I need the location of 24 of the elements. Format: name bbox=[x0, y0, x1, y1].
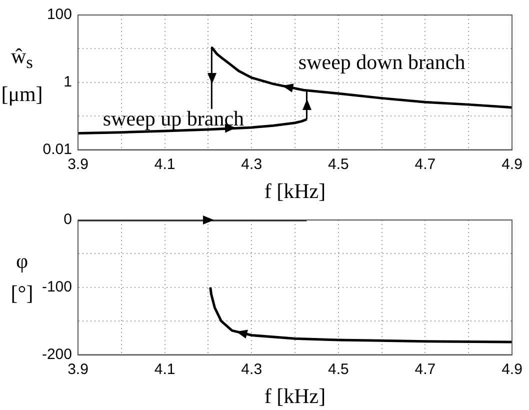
x-tick-label: 4.9 bbox=[502, 360, 522, 378]
x-tick-label: 4.7 bbox=[414, 156, 436, 173]
y-tick-label: 1 bbox=[64, 74, 72, 91]
x-tick-label: 4.7 bbox=[414, 360, 436, 378]
annotation: sweep up branch bbox=[102, 106, 245, 131]
x-tick-label: 3.9 bbox=[68, 360, 88, 378]
x-tick-label: 4.3 bbox=[241, 156, 262, 173]
y-axis-title: ŵ$_{s}$ [μm] bbox=[0, 43, 44, 108]
x-tick-label: 4.1 bbox=[154, 360, 176, 378]
x-tick-label: 4.5 bbox=[328, 360, 349, 378]
y-axis-title: φ [°] bbox=[10, 249, 34, 305]
y-tick-label: 0.01 bbox=[42, 140, 72, 158]
x-tick-label: 3.9 bbox=[68, 156, 88, 173]
x-axis-title: f [kHz] bbox=[264, 178, 326, 203]
y-tick-label: -200 bbox=[42, 346, 72, 363]
annotation: sweep down branch bbox=[298, 50, 466, 74]
x-tick-label: 4.1 bbox=[154, 156, 176, 173]
y-tick-label: -100 bbox=[42, 278, 72, 296]
x-tick-label: 4.9 bbox=[502, 156, 522, 173]
y-tick-label: 100 bbox=[46, 6, 72, 24]
x-tick-label: 4.5 bbox=[328, 156, 349, 173]
y-tick-label: 0 bbox=[64, 211, 72, 228]
x-axis-title: f [kHz] bbox=[264, 384, 326, 408]
x-tick-label: 4.3 bbox=[241, 360, 262, 378]
